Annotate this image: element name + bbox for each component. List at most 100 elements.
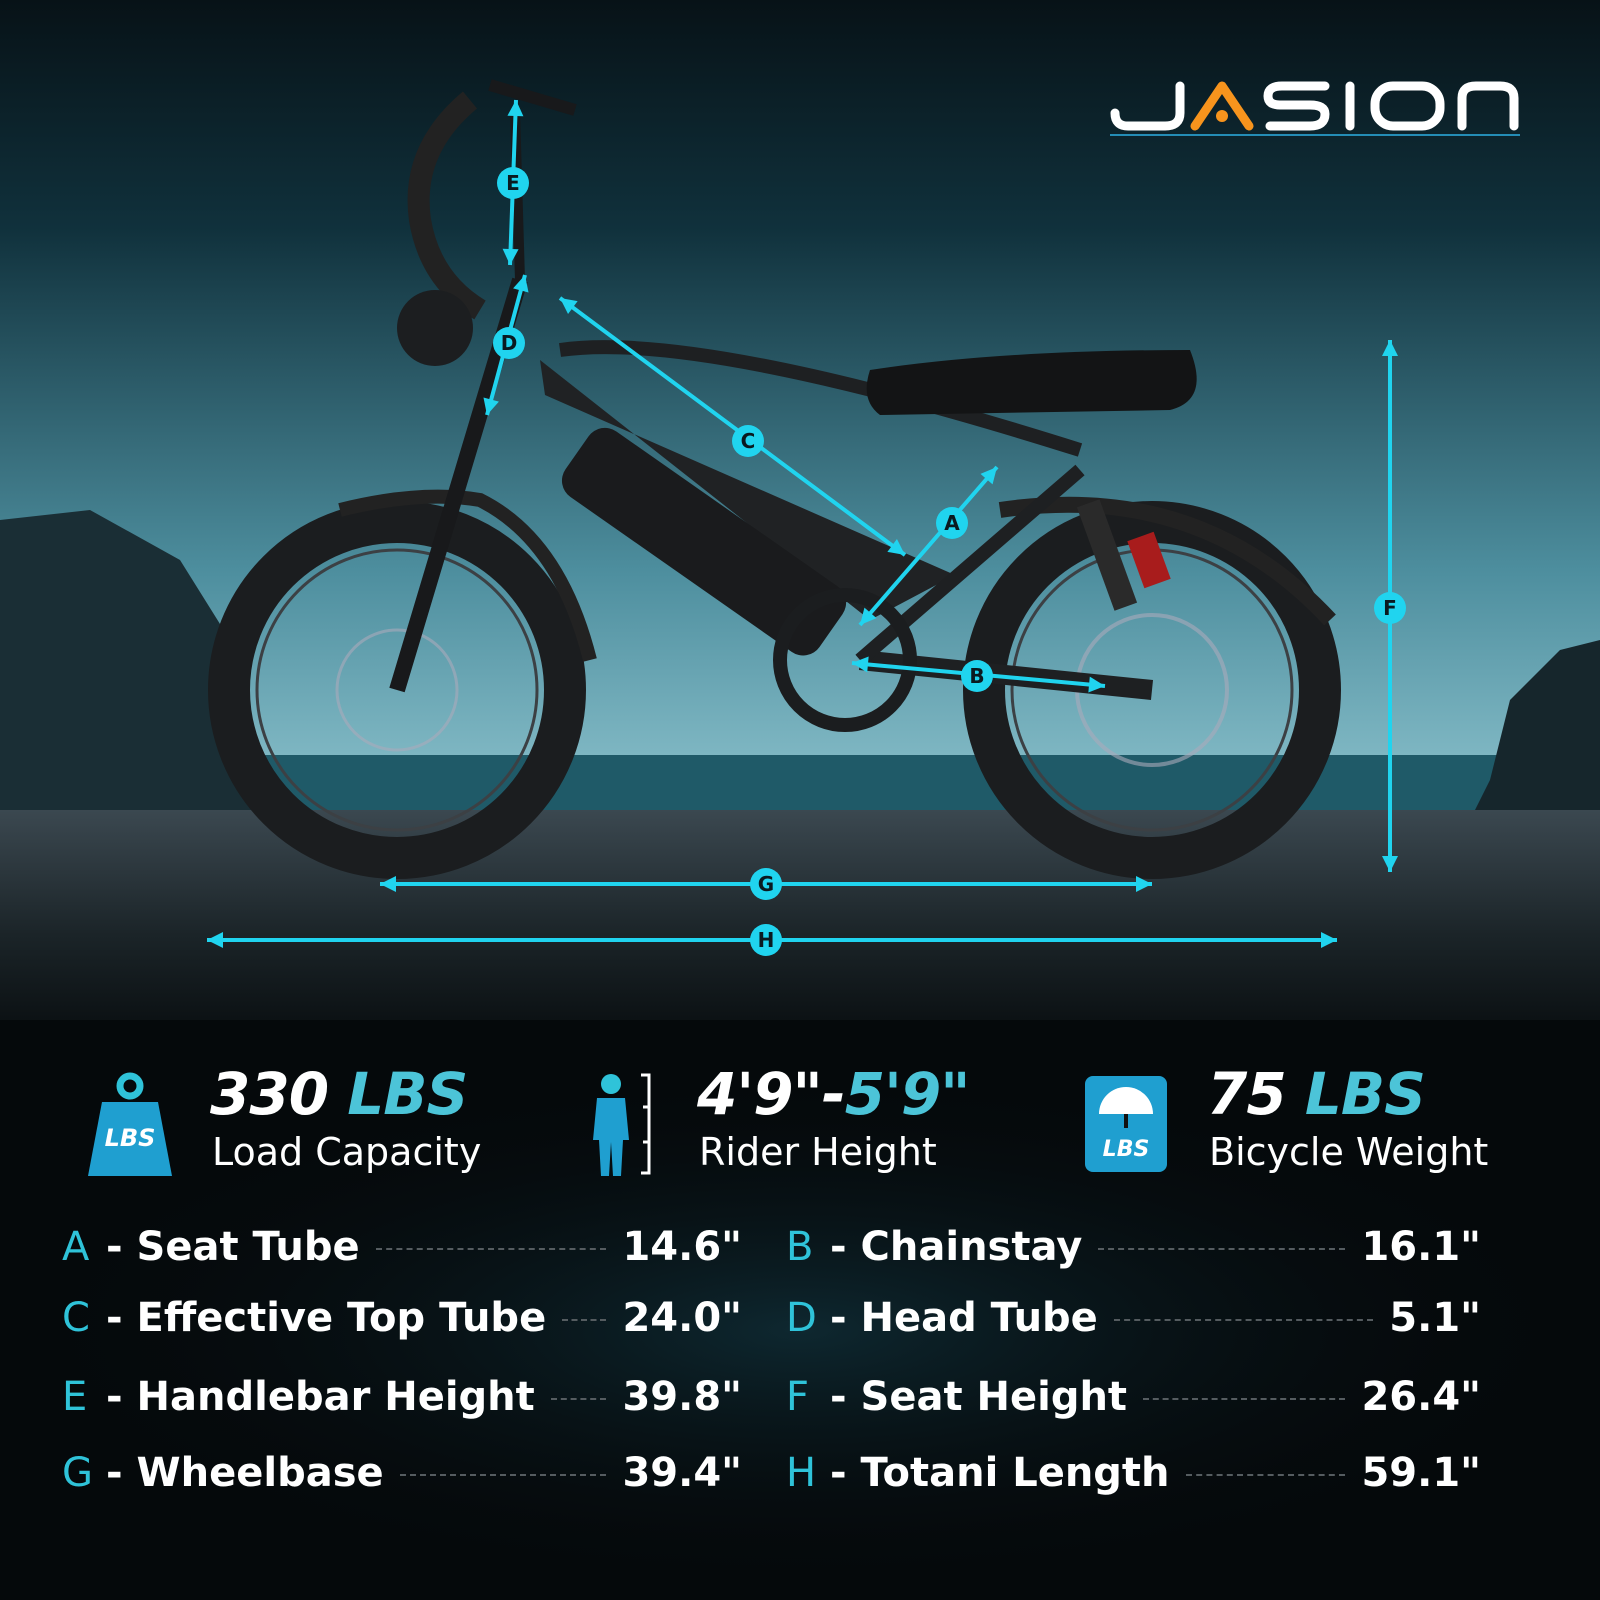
spec-label: - Seat Height xyxy=(830,1374,1128,1420)
dimension-line-c xyxy=(558,296,907,557)
dashed-leader xyxy=(562,1319,606,1321)
stat-value-min: 4'9" xyxy=(697,1060,823,1128)
seat xyxy=(866,350,1197,415)
spec-row-h: H - Totani Length 59.1" xyxy=(786,1448,1481,1498)
spec-row-d: D - Head Tube 5.1" xyxy=(786,1293,1481,1343)
panel-glow xyxy=(0,1070,1600,1590)
scale-lbs-icon: LBS xyxy=(1085,1076,1167,1172)
arrowhead xyxy=(502,248,519,265)
chainring xyxy=(773,588,917,732)
battery xyxy=(561,427,847,656)
stat-value: 75 xyxy=(1207,1060,1287,1128)
spec-value: 16.1" xyxy=(1361,1224,1481,1270)
dimension-letter: G xyxy=(758,872,774,896)
spec-letter: C xyxy=(62,1295,90,1341)
spec-label: - Totani Length xyxy=(830,1450,1170,1496)
dimension-marker-h xyxy=(750,924,782,956)
stat-unit: LBS xyxy=(1304,1060,1426,1128)
front-wheel xyxy=(208,501,586,879)
dimension-line-a xyxy=(858,465,999,627)
spec-label: - Effective Top Tube xyxy=(106,1295,547,1341)
arrowhead xyxy=(980,467,997,485)
spec-label: - Seat Tube xyxy=(106,1224,360,1270)
spec-letter: H xyxy=(786,1450,817,1496)
dimension-marker-c xyxy=(732,425,764,457)
spec-row-c: C - Effective Top Tube 24.0" xyxy=(62,1293,742,1343)
dimension-letter: F xyxy=(1383,596,1397,620)
arrowhead xyxy=(852,656,869,673)
spec-label: - Handlebar Height xyxy=(106,1374,535,1420)
dashed-leader xyxy=(1114,1319,1373,1321)
svg-text:LBS: LBS xyxy=(105,1124,156,1152)
dimension-letter: H xyxy=(758,928,775,952)
spec-row-a: A - Seat Tube 14.6" xyxy=(62,1222,742,1272)
spec-letter: G xyxy=(62,1450,93,1496)
arrowhead xyxy=(1321,932,1337,948)
stat-label: Bicycle Weight xyxy=(1209,1130,1489,1174)
rider-height-icon xyxy=(593,1073,651,1176)
jasion-logo xyxy=(1110,81,1520,136)
ground xyxy=(0,810,1600,1060)
spec-value: 24.0" xyxy=(622,1295,742,1341)
dimension-letter: E xyxy=(506,171,520,195)
spec-value: 39.8" xyxy=(622,1374,742,1420)
dashed-leader xyxy=(400,1474,606,1476)
ebike-illustration xyxy=(208,79,1341,879)
stat-value: 330 xyxy=(210,1060,329,1128)
spec-value: 39.4" xyxy=(622,1450,742,1496)
spec-value: 26.4" xyxy=(1361,1374,1481,1420)
arrowhead xyxy=(860,607,877,625)
dashed-leader xyxy=(1186,1474,1345,1476)
stat-value-max: 5'9" xyxy=(844,1060,971,1128)
rock-right xyxy=(1470,640,1600,830)
dimension-lines: A B C D E F G H xyxy=(207,99,1406,956)
stat-label: Load Capacity xyxy=(212,1130,482,1174)
arrowhead xyxy=(507,100,524,117)
dimension-marker-f xyxy=(1374,592,1406,624)
dimension-marker-a xyxy=(936,507,968,539)
arrowhead xyxy=(887,539,905,555)
dimension-marker-d xyxy=(493,327,525,359)
dimension-marker-b xyxy=(961,660,993,692)
dashed-leader xyxy=(1098,1248,1345,1250)
arrowhead xyxy=(483,397,499,415)
spec-value: 5.1" xyxy=(1389,1295,1481,1341)
spec-label: - Head Tube xyxy=(830,1295,1098,1341)
spec-row-e: E - Handlebar Height 39.8" xyxy=(62,1372,742,1422)
dimension-letter: A xyxy=(944,511,960,535)
spec-value: 14.6" xyxy=(622,1224,742,1270)
spec-row-f: F - Seat Height 26.4" xyxy=(786,1372,1481,1422)
svg-text:LBS: LBS xyxy=(1103,1137,1150,1162)
spec-letter: F xyxy=(786,1374,810,1420)
dashed-leader xyxy=(551,1398,606,1400)
stat-unit: LBS xyxy=(347,1060,468,1128)
stat-label: Rider Height xyxy=(699,1130,937,1174)
arrowhead xyxy=(1088,676,1105,693)
arrowhead xyxy=(513,275,529,293)
arrowhead xyxy=(1136,876,1152,892)
spec-letter: A xyxy=(62,1224,90,1270)
dimension-marker-e xyxy=(497,167,529,199)
dimension-letter: D xyxy=(501,331,518,355)
spec-letter: B xyxy=(786,1224,814,1270)
spec-row-g: G - Wheelbase 39.4" xyxy=(62,1448,742,1498)
frame xyxy=(540,360,955,620)
spec-label: - Chainstay xyxy=(830,1224,1083,1270)
dimension-letter: B xyxy=(969,664,984,688)
dimension-letter: C xyxy=(741,429,756,453)
weight-lbs-icon: LBS xyxy=(88,1072,172,1176)
spec-label: - Wheelbase xyxy=(106,1450,384,1496)
arrowhead xyxy=(1382,340,1398,356)
arrowhead xyxy=(560,298,578,314)
spec-letter: D xyxy=(786,1295,817,1341)
dimension-marker-g xyxy=(750,868,782,900)
headlight xyxy=(397,290,473,366)
arrowhead xyxy=(1382,856,1398,872)
arrowhead xyxy=(380,876,396,892)
dashed-leader xyxy=(376,1248,606,1250)
dashed-leader xyxy=(1143,1398,1345,1400)
rear-shock xyxy=(1076,499,1138,611)
spec-value: 59.1" xyxy=(1361,1450,1481,1496)
spec-letter: E xyxy=(62,1374,88,1420)
